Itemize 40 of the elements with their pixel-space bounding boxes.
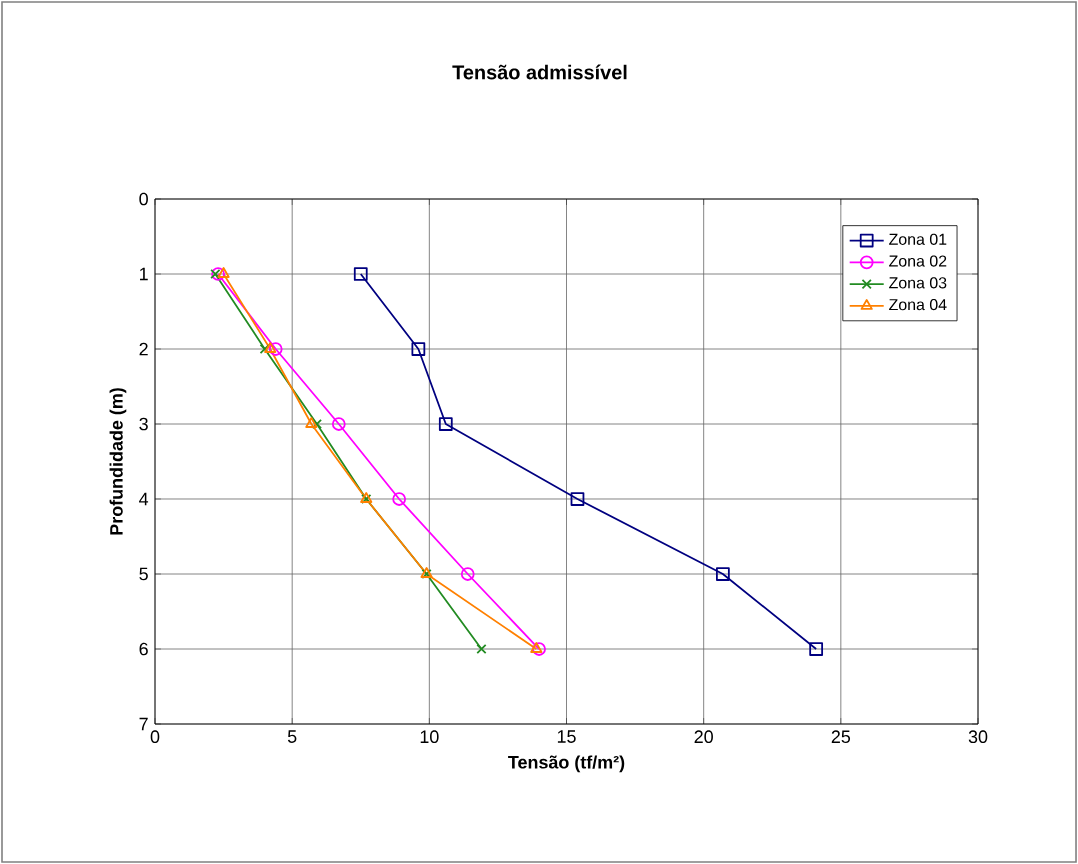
- point: [809, 642, 824, 656]
- x-tick-label: 10: [420, 730, 439, 744]
- point: [268, 342, 283, 356]
- y-tick-label: 3: [139, 417, 148, 431]
- point: [210, 268, 221, 280]
- y-tick-label: 2: [139, 342, 148, 356]
- point: [392, 492, 407, 506]
- legend-label: Zona 04: [889, 299, 947, 311]
- point: [264, 342, 277, 353]
- legend-label: Zona 03: [889, 277, 947, 289]
- y-tick-label: 1: [140, 267, 148, 281]
- x-tick-label: 15: [557, 730, 576, 743]
- x-tick-label: 20: [694, 730, 713, 744]
- point: [331, 417, 346, 431]
- y-axis-title: Profundidade (m): [109, 388, 127, 535]
- legend-label: Zona 01: [889, 233, 947, 245]
- x-tick-label: 5: [287, 730, 297, 743]
- x-tick-label: 30: [968, 730, 988, 744]
- point: [211, 267, 225, 281]
- legend-label: Zona 02: [889, 255, 947, 267]
- point: [217, 267, 230, 278]
- x-axis-title: Tensão (tf/m²): [508, 755, 625, 773]
- y-tick-label: 0: [139, 192, 148, 206]
- chart-title: Tensão admissível: [452, 64, 627, 80]
- point: [476, 643, 487, 655]
- x-tick-label: 25: [831, 730, 851, 744]
- y-tick-label: 4: [139, 492, 149, 506]
- y-tick-label: 6: [139, 642, 148, 656]
- point: [305, 417, 318, 428]
- y-tick-label: 7: [139, 717, 148, 731]
- point: [311, 418, 322, 430]
- y-tick-label: 5: [139, 567, 148, 581]
- point: [259, 343, 270, 355]
- point: [716, 567, 730, 581]
- point: [460, 567, 475, 581]
- point: [438, 417, 453, 431]
- point: [353, 267, 368, 281]
- point: [570, 492, 585, 506]
- point: [411, 342, 426, 356]
- x-tick-label: 0: [150, 730, 160, 744]
